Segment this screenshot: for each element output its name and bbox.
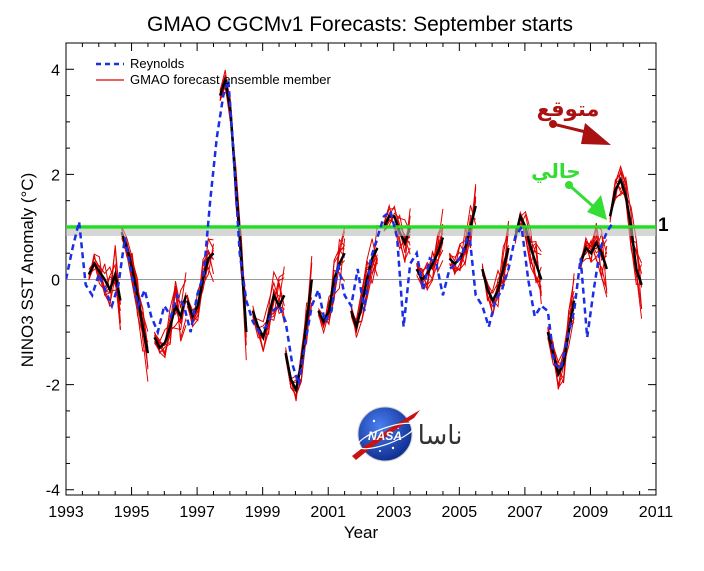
annotation-nasa-text: ناسا: [418, 421, 463, 451]
ensemble-mean-line: [513, 212, 543, 280]
ensemble-member-line: [252, 273, 285, 352]
annotation-current-text: حالي: [531, 159, 581, 184]
y-axis-label: NINO3 SST Anomaly (°C): [18, 173, 37, 367]
x-axis-label: Year: [344, 523, 379, 542]
y-tick-label: 0: [51, 273, 60, 290]
x-tick-label: 1993: [48, 504, 84, 521]
ensemble-member-line: [580, 240, 608, 267]
legend-label-reynolds: Reynolds: [130, 56, 185, 71]
ensemble-member-line: [350, 258, 378, 332]
threshold-label: 1: [658, 215, 669, 236]
annotation-current-arrow: [568, 183, 596, 210]
ensemble-member-line: [219, 87, 247, 361]
ensemble-member-line: [547, 316, 575, 364]
x-tick-label: 2003: [376, 504, 412, 521]
x-tick-label: 1995: [114, 504, 150, 521]
ensemble-member-line: [609, 175, 643, 283]
ensemble-member-line: [449, 214, 477, 267]
ensemble-mean-line: [481, 247, 510, 304]
ensemble-member-line: [219, 74, 247, 346]
plot-area: 1993 1995 1997 1999 2001 2003 2005 2007 2009 2011…: [46, 42, 673, 521]
x-tick-label: 1999: [245, 504, 281, 521]
y-tick-label: 2: [51, 167, 60, 184]
annotation-current-arrowhead: [587, 195, 607, 220]
x-axis: 1993 1995 1997 1999 2001 2003 2005 2007 2009 2011: [48, 43, 673, 521]
forecast-ensemble-means: [87, 79, 643, 394]
nasa-logo-text: NASA: [368, 429, 402, 443]
threshold-shadow: [66, 228, 656, 236]
ensemble-member-line: [219, 69, 247, 338]
reynolds-series: [66, 79, 615, 385]
ensemble-mean-line: [382, 215, 412, 246]
ensemble-mean-line: [284, 279, 314, 394]
ensemble-member-line: [416, 208, 444, 292]
ensemble-member-line: [449, 205, 477, 262]
ensemble-member-line: [350, 257, 378, 321]
ensemble-mean-line: [153, 294, 188, 350]
ensemble-member-line: [121, 232, 149, 382]
x-tick-label: 2007: [507, 504, 543, 521]
legend-label-ensemble: GMAO forecast ensemble member: [130, 72, 332, 87]
ensemble-mean-line: [608, 176, 643, 286]
nasa-logo: NASA ناسا: [352, 406, 463, 462]
ensemble-mean-line: [350, 247, 379, 332]
ensemble-member-line: [547, 290, 575, 390]
y-tick-label: 4: [51, 62, 60, 79]
ensemble-member-line: [154, 286, 187, 345]
annotation-forecast-arrowhead: [581, 123, 611, 145]
x-tick-label: 2009: [573, 504, 609, 521]
ensemble-mean-line: [579, 239, 608, 270]
x-tick-label: 1997: [179, 504, 215, 521]
reynolds-line: [66, 79, 615, 385]
annotation-forecast-text: متوقع: [537, 97, 600, 121]
ensemble-mean-line: [317, 252, 346, 325]
current-annotation: حالي: [531, 159, 607, 220]
x-tick-label: 2011: [639, 504, 674, 521]
ensemble-mean-line: [251, 291, 286, 341]
ensemble-member-line: [154, 286, 187, 355]
x-tick-label: 2005: [442, 504, 478, 521]
ensemble-member-line: [609, 169, 643, 278]
ensemble-mean-line: [186, 252, 215, 320]
y-tick-label: -2: [46, 378, 60, 395]
legend: Reynolds GMAO forecast ensemble member: [96, 56, 332, 87]
y-axis: -4 -2 0 2 4: [46, 62, 656, 500]
ensemble-mean-line: [415, 237, 445, 282]
y-tick-label: -4: [46, 483, 60, 500]
ensemble-mean-line: [120, 231, 150, 354]
forecast-annotation: متوقع: [537, 97, 611, 145]
ensemble-mean-line: [87, 261, 122, 301]
x-tick-label: 2001: [310, 504, 346, 521]
chart-title: GMAO CGCMv1 Forecasts: September starts: [147, 13, 573, 36]
ensemble-member-line: [88, 254, 121, 294]
ensemble-member-line: [252, 266, 285, 323]
